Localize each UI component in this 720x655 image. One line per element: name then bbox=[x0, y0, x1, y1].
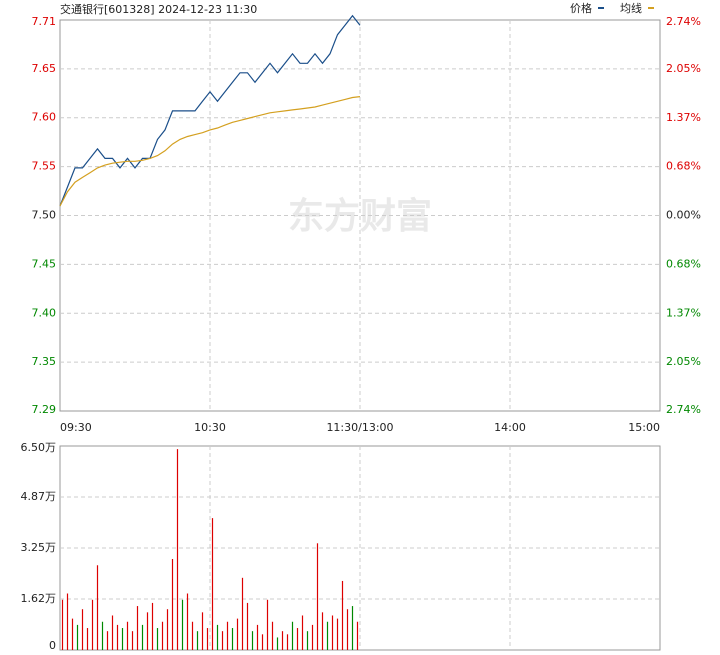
y-tick-label: 6.50万 bbox=[21, 441, 57, 454]
x-tick-label: 15:00 bbox=[628, 421, 660, 434]
x-tick-label: 10:30 bbox=[194, 421, 226, 434]
y-tick-label: 7.40 bbox=[32, 306, 57, 319]
y-tick-label: 7.50 bbox=[32, 209, 57, 222]
x-tick-label: 14:00 bbox=[494, 421, 526, 434]
x-tick-label: 11:30/13:00 bbox=[326, 421, 393, 434]
y2-tick-label: 2.05% bbox=[666, 62, 701, 75]
y2-tick-label: 2.05% bbox=[666, 355, 701, 368]
y-tick-label: 7.60 bbox=[32, 111, 57, 124]
y-tick-label: 7.29 bbox=[32, 403, 57, 416]
y2-tick-label: 0.00% bbox=[666, 209, 701, 222]
chart-title: 交通银行[601328] 2024-12-23 11:30 bbox=[60, 2, 257, 16]
series-line bbox=[59, 96, 361, 207]
y-tick-label: 7.35 bbox=[32, 355, 57, 368]
y-tick-label: 7.71 bbox=[32, 15, 57, 28]
y2-tick-label: 0.68% bbox=[666, 160, 701, 173]
x-tick-label: 09:30 bbox=[60, 421, 92, 434]
y-tick-label: 7.65 bbox=[32, 62, 57, 75]
y-tick-label: 4.87万 bbox=[21, 490, 57, 503]
y-tick-label: 7.55 bbox=[32, 160, 57, 173]
y-tick-label: 0 bbox=[49, 639, 56, 652]
y2-tick-label: 0.68% bbox=[666, 257, 701, 270]
y-tick-label: 7.45 bbox=[32, 257, 57, 270]
y2-tick-label: 1.37% bbox=[666, 111, 701, 124]
y-tick-label: 1.62万 bbox=[21, 592, 57, 605]
y2-tick-label: 1.37% bbox=[666, 306, 701, 319]
y2-tick-label: 2.74% bbox=[666, 403, 701, 416]
series-line bbox=[59, 14, 361, 207]
y-tick-label: 3.25万 bbox=[21, 541, 57, 554]
y2-tick-label: 2.74% bbox=[666, 15, 701, 28]
legend-label: 均线 bbox=[620, 1, 642, 15]
legend-label: 价格 bbox=[570, 1, 592, 15]
